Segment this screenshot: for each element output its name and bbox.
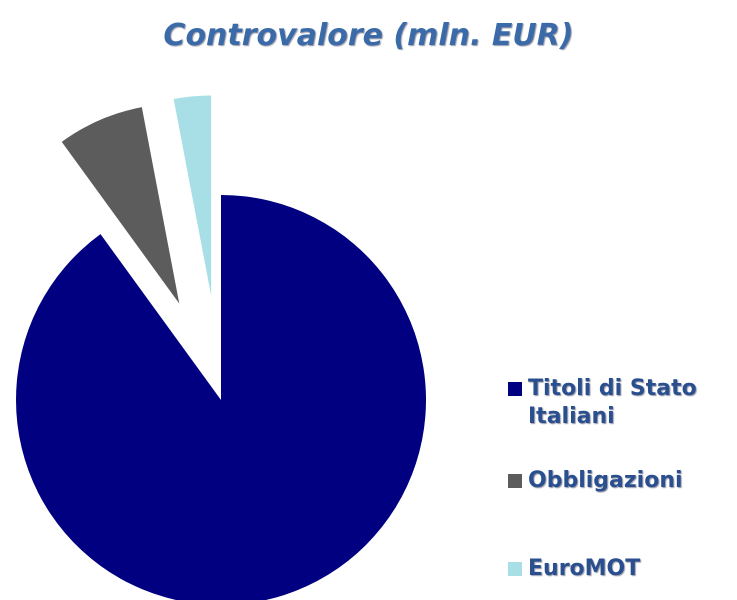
pie-slice xyxy=(61,107,180,304)
legend-label: Obbligazioni xyxy=(528,468,683,493)
legend-swatch xyxy=(508,562,522,576)
chart-title: Controvalore (mln. EUR) xyxy=(163,18,574,53)
pie-slice xyxy=(173,95,212,296)
legend-label: EuroMOT xyxy=(528,556,641,581)
pie-slice xyxy=(16,195,426,600)
legend-swatch xyxy=(508,382,522,396)
legend-label: Titoli di Stato Italiani xyxy=(528,376,697,429)
legend-entry: EuroMOT xyxy=(508,555,733,583)
legend-entry: Titoli di Stato Italiani xyxy=(508,375,733,431)
legend-swatch xyxy=(508,474,522,488)
legend-entry: Obbligazioni xyxy=(508,467,733,495)
